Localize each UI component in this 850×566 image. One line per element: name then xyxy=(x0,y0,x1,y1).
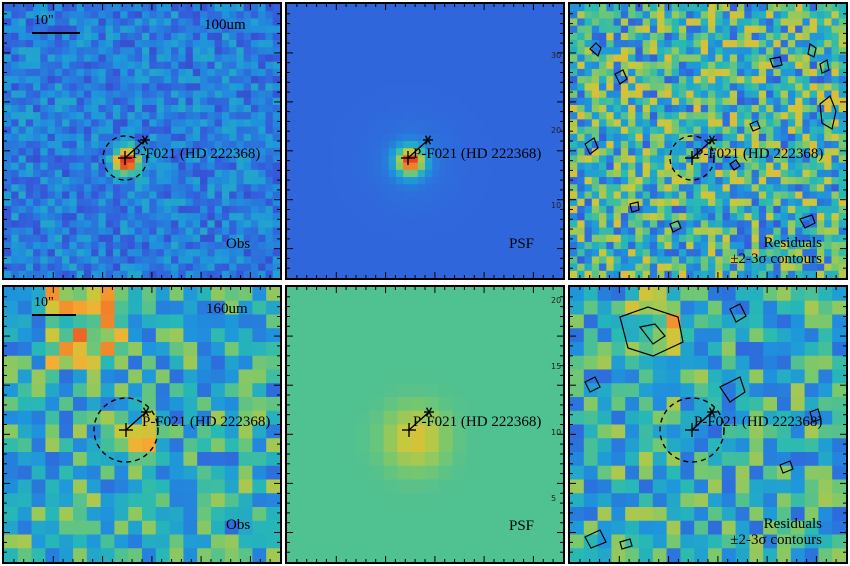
source-marker xyxy=(93,397,159,463)
scale-label: 10" xyxy=(34,13,54,28)
axis-ticks xyxy=(570,4,846,278)
source-marker xyxy=(102,135,150,181)
axis-ticks xyxy=(287,4,563,278)
psf-label: PSF xyxy=(509,518,535,534)
axis-tick-label: 20 xyxy=(551,126,562,135)
source-label: P-F021 (HD 222368) xyxy=(142,414,271,430)
scale-bar xyxy=(32,314,76,316)
source-label: P-F021 (HD 222368) xyxy=(695,146,824,162)
axis-tick-label: 10 xyxy=(551,201,562,210)
scale-label: 10" xyxy=(34,295,54,310)
source-label: P-F021 (HD 222368) xyxy=(694,414,823,430)
axis-ticks xyxy=(4,4,280,278)
scale-bar xyxy=(32,32,80,34)
contour-note: ±2-3σ contours xyxy=(730,531,822,548)
aperture-circle xyxy=(102,135,148,181)
obs-160um-panel: 10" 160um P-F021 (HD 222368) Obs xyxy=(2,285,282,564)
residual-100um-panel: P-F021 (HD 222368) Residuals ±2-3σ conto… xyxy=(568,2,848,280)
axis-ticks xyxy=(4,287,280,562)
psf-label: PSF xyxy=(509,236,535,252)
residual-100um-pixels xyxy=(570,4,846,278)
psf-100um-map xyxy=(287,4,563,278)
source-marker xyxy=(659,397,725,463)
obs-160um-map xyxy=(4,287,280,562)
axis-tick-label: 10 xyxy=(551,428,562,437)
residual-title: Residuals xyxy=(763,235,822,251)
band-label: 100um xyxy=(204,17,246,33)
psf-100um-pixels xyxy=(287,4,563,278)
psf-160um-map xyxy=(287,287,563,562)
source-marker xyxy=(669,135,717,181)
obs-label: Obs xyxy=(226,517,251,533)
source-label: P-F021 (HD 222368) xyxy=(413,414,542,430)
obs-100um-pixels xyxy=(4,4,280,278)
axis-ticks xyxy=(570,287,846,562)
aperture-circle xyxy=(659,397,725,463)
aperture-circle xyxy=(669,135,715,181)
contour-note: ±2-3σ contours xyxy=(730,250,822,267)
obs-label: Obs xyxy=(226,236,251,252)
residual-contours xyxy=(584,42,837,233)
residual-label: Residuals ±2-3σ contours xyxy=(730,516,822,549)
source-marker xyxy=(401,135,433,165)
obs-100um-map xyxy=(4,4,280,278)
band-label: 160um xyxy=(206,301,248,317)
residual-label: Residuals ±2-3σ contours xyxy=(730,235,822,268)
residual-160um-panel: P-F021 (HD 222368) Residuals ±2-3σ conto… xyxy=(568,285,848,564)
obs-100um-panel: 10" 100um P-F021 (HD 222368) Obs xyxy=(2,2,282,280)
aperture-circle xyxy=(93,397,159,463)
psf-100um-panel: P-F021 (HD 222368) PSF 10 20 30 xyxy=(285,2,565,280)
residual-160um-map xyxy=(570,287,846,562)
axis-tick-label: 20 xyxy=(551,296,562,305)
obs-160um-pixels xyxy=(4,287,280,562)
residual-100um-map xyxy=(570,4,846,278)
axis-tick-label: 15 xyxy=(551,362,562,371)
psf-160um-pixels xyxy=(287,287,563,562)
residual-160um-pixels xyxy=(570,287,846,562)
source-marker xyxy=(402,407,434,437)
axis-ticks xyxy=(287,287,563,562)
axis-tick-label: 5 xyxy=(551,494,557,503)
residual-contours xyxy=(584,303,822,550)
axis-tick-label: 30 xyxy=(551,51,562,60)
source-label: P-F021 (HD 222368) xyxy=(132,146,261,162)
residual-title: Residuals xyxy=(763,516,822,532)
psf-160um-panel: P-F021 (HD 222368) PSF 5 10 15 20 xyxy=(285,285,565,564)
source-label: P-F021 (HD 222368) xyxy=(413,146,542,162)
